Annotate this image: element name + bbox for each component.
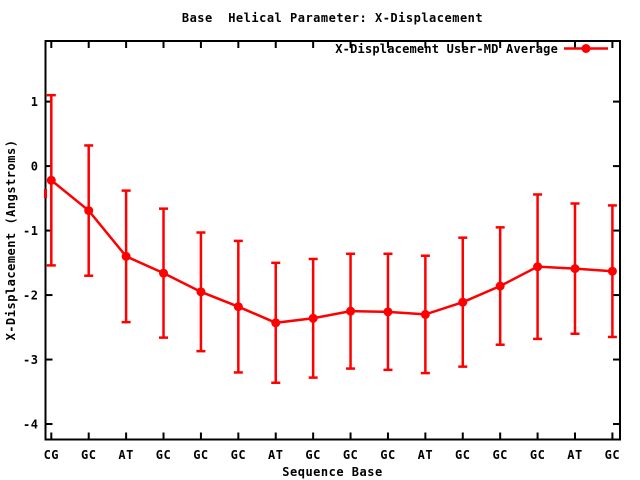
x-tick-label: GC <box>380 448 395 462</box>
data-point-marker <box>46 175 56 185</box>
data-point-marker <box>570 264 580 274</box>
data-point-marker <box>495 281 505 291</box>
legend-marker-sample <box>564 44 608 53</box>
data-point-marker <box>196 287 206 297</box>
data-point-marker <box>159 268 169 278</box>
x-tick-label: GC <box>492 448 507 462</box>
legend-label: X-Displacement User-MD Average <box>335 41 558 56</box>
data-point-marker <box>533 262 543 272</box>
data-point-marker <box>420 309 430 319</box>
x-tick-label: GC <box>193 448 208 462</box>
x-tick-label: GC <box>231 448 246 462</box>
data-point-marker <box>383 307 393 317</box>
y-tick-label: -1 <box>23 224 38 238</box>
y-tick-label: -2 <box>23 289 38 303</box>
x-tick-label: GC <box>530 448 545 462</box>
y-tick-label: -3 <box>23 353 38 367</box>
data-point-marker <box>458 297 468 307</box>
plot-border <box>44 40 621 441</box>
series-line <box>50 179 613 325</box>
x-tick-label: GC <box>81 448 96 462</box>
x-tick-label: AT <box>268 448 283 462</box>
y-tick-label: 1 <box>31 95 39 109</box>
data-point-marker <box>121 251 131 261</box>
x-tick-label: CG <box>44 448 59 462</box>
y-tick-label: -4 <box>23 418 38 432</box>
data-point-marker <box>233 302 243 312</box>
x-tick-label: AT <box>418 448 433 462</box>
data-point-marker <box>308 313 318 323</box>
legend-point-icon <box>581 44 591 53</box>
y-tick-label: 0 <box>31 160 39 174</box>
x-tick-label: GC <box>305 448 320 462</box>
x-tick-label: GC <box>156 448 171 462</box>
chart-title: Base Helical Parameter: X-Displacement <box>181 11 484 25</box>
x-tick-label: GC <box>605 448 620 462</box>
x-tick-label: GC <box>455 448 470 462</box>
x-tick-label: AT <box>567 448 582 462</box>
data-point-marker <box>271 318 281 328</box>
data-point-marker <box>346 306 356 316</box>
x-axis-title: Sequence Base <box>282 465 383 479</box>
x-tick-label: GC <box>343 448 358 462</box>
data-point-marker <box>84 206 94 216</box>
data-point-marker <box>607 266 617 276</box>
x-tick-label: AT <box>118 448 133 462</box>
legend: X-Displacement User-MD Average <box>335 41 608 56</box>
